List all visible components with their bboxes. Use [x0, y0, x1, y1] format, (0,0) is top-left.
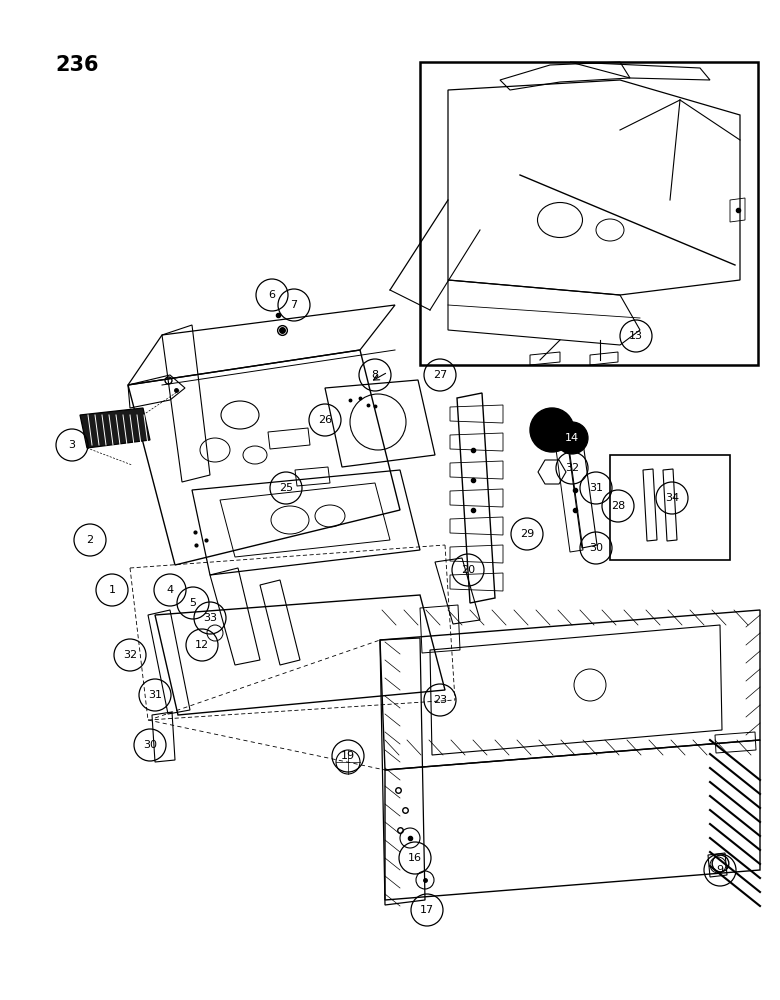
Text: 6: 6 [268, 290, 275, 300]
Text: 29: 29 [520, 529, 534, 539]
Text: 25: 25 [279, 483, 293, 493]
Text: 16: 16 [408, 853, 422, 863]
Text: 5: 5 [190, 598, 197, 608]
Text: 1: 1 [108, 585, 115, 595]
Circle shape [556, 422, 588, 454]
Text: 26: 26 [318, 415, 332, 425]
Text: 31: 31 [148, 690, 162, 700]
Bar [610, 455, 730, 560]
Text: 12: 12 [195, 640, 209, 650]
Text: 31: 31 [589, 483, 603, 493]
Text: 236: 236 [55, 55, 98, 75]
Text: 20: 20 [461, 565, 475, 575]
Text: 32: 32 [123, 650, 137, 660]
Text: 9: 9 [717, 865, 724, 875]
Text: 19: 19 [341, 751, 355, 761]
Text: 34: 34 [665, 493, 679, 503]
Text: 17: 17 [420, 905, 434, 915]
Text: 30: 30 [589, 543, 603, 553]
Text: 13: 13 [629, 331, 643, 341]
Text: 8: 8 [371, 370, 378, 380]
Text: 32: 32 [565, 463, 579, 473]
Text: 30: 30 [143, 740, 157, 750]
Circle shape [530, 408, 574, 452]
Text: 3: 3 [69, 440, 76, 450]
Text: 7: 7 [290, 300, 297, 310]
Text: 27: 27 [433, 370, 447, 380]
Text: 4: 4 [166, 585, 174, 595]
Text: 28: 28 [611, 501, 625, 511]
Text: 33: 33 [203, 613, 217, 623]
Text: 2: 2 [87, 535, 94, 545]
Polygon shape [80, 408, 150, 448]
Bar [420, 62, 758, 365]
Text: 14: 14 [565, 433, 579, 443]
Text: 23: 23 [433, 695, 447, 705]
